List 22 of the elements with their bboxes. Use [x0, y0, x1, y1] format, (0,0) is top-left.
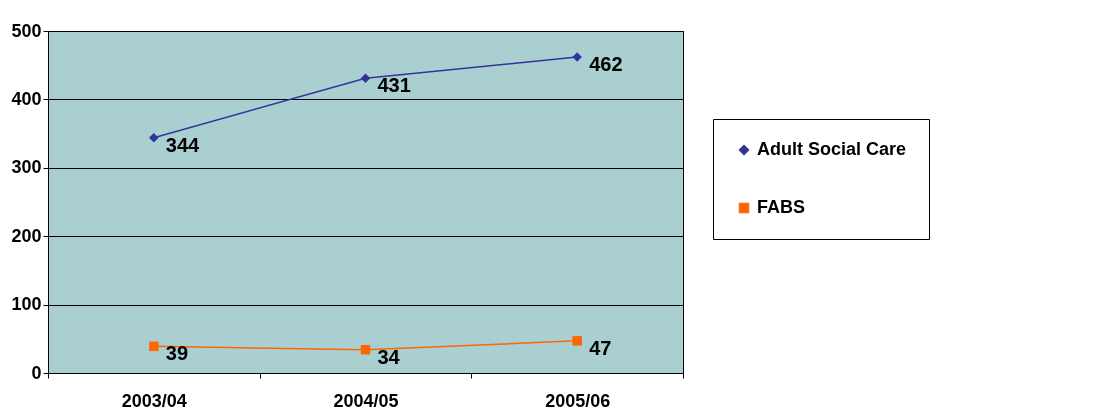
y-tick-label: 0 [31, 362, 42, 383]
data-label: 431 [377, 74, 411, 97]
y-tick-label: 300 [11, 157, 42, 178]
point [149, 132, 159, 143]
data-label: 344 [165, 133, 201, 156]
point [360, 73, 371, 83]
x-tick-label: 2004/05 [333, 390, 399, 411]
x-tick-label: 2005/06 [545, 390, 611, 411]
x-tick-label: 2003/04 [121, 390, 187, 411]
y-tick-label: 500 [11, 20, 42, 41]
legend-label: Adult Social Care [757, 139, 907, 159]
point [149, 341, 159, 352]
legend-label: FABS [757, 197, 806, 217]
data-label: 34 [377, 345, 401, 368]
data-label: 39 [165, 342, 189, 365]
point [572, 336, 582, 346]
y-tick-label: 400 [11, 88, 42, 109]
y-tick-label: 100 [11, 294, 42, 315]
point [360, 345, 371, 355]
data-label: 462 [589, 52, 623, 75]
y-tick-label: 200 [11, 225, 42, 246]
data-label: 47 [589, 336, 612, 359]
